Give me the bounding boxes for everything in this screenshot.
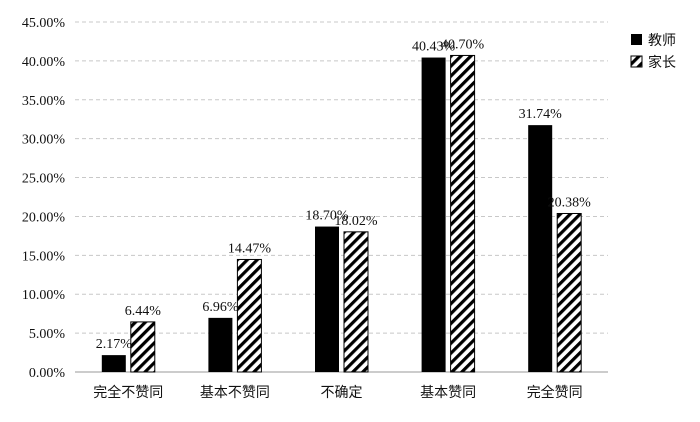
legend-swatch <box>631 34 642 45</box>
bar-series1 <box>315 226 339 372</box>
data-label: 6.44% <box>125 304 162 319</box>
bar-series1 <box>101 355 126 372</box>
y-tick-label: 10.00% <box>22 288 66 303</box>
y-tick-label: 45.00% <box>22 16 66 31</box>
bar-series2 <box>130 321 156 373</box>
y-tick-label: 15.00% <box>22 249 66 264</box>
bar-series1 <box>528 125 553 372</box>
y-tick-label: 5.00% <box>29 327 66 342</box>
y-tick-label: 35.00% <box>22 94 66 109</box>
y-tick-label: 30.00% <box>22 133 66 148</box>
bar-series2 <box>450 54 476 373</box>
bar-series1 <box>208 317 233 372</box>
x-category-label: 基本赞同 <box>420 384 476 401</box>
data-label: 40.43% <box>412 40 456 55</box>
bar-series2 <box>556 212 582 373</box>
data-label: 20.38% <box>548 195 592 210</box>
x-category-label: 完全不赞同 <box>93 384 163 401</box>
y-tick-label: 20.00% <box>22 210 66 225</box>
data-label: 40.70% <box>441 37 485 52</box>
y-tick-label: 0.00% <box>29 366 66 381</box>
x-category-label: 不确定 <box>321 385 363 401</box>
data-label: 6.96% <box>202 300 239 315</box>
gridlines <box>75 21 608 334</box>
data-labels: 2.17% 6.44% 6.96% 14.47% 18.70%18.02% 40.43%4… <box>96 37 591 352</box>
data-label: 31.74% <box>519 107 563 122</box>
y-tick-label: 25.00% <box>22 172 66 187</box>
bar-series1 <box>421 57 446 373</box>
data-label: 2.17% <box>96 337 133 352</box>
data-label: 18.70% <box>305 209 349 224</box>
x-category-label: 基本不赞同 <box>200 384 270 401</box>
bar-series2 <box>343 231 369 373</box>
bar-series2 <box>236 258 262 373</box>
legend-swatch <box>630 55 643 68</box>
axes: 0.00% 5.00% 10.00% 15.00% 20.00% 25.00% 30.00%… <box>22 16 608 401</box>
data-label: 14.47% <box>228 241 272 256</box>
bars <box>101 54 582 373</box>
legend-label: 教师 <box>648 33 676 49</box>
legend-label: 家长 <box>648 54 676 71</box>
x-category-label: 完全赞同 <box>527 384 583 401</box>
y-tick-label: 40.00% <box>22 55 66 70</box>
data-label: 18.02% <box>334 214 378 229</box>
